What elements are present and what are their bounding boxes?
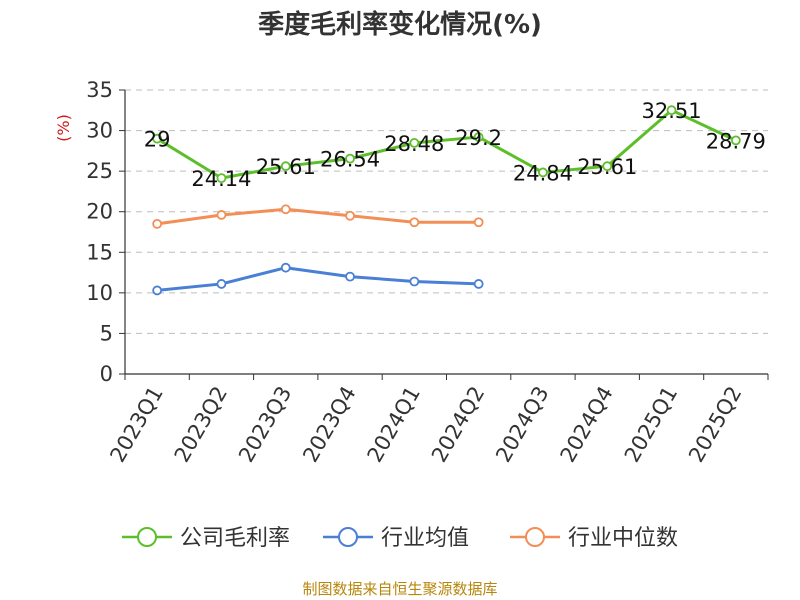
x-tick-label: 2025Q2 — [684, 382, 746, 466]
data-point[interactable] — [345, 210, 355, 221]
data-label: 25.61 — [577, 155, 637, 179]
data-point[interactable] — [602, 161, 613, 172]
data-label: 29.2 — [455, 126, 502, 150]
y-tick-label: 5 — [100, 321, 113, 345]
y-axis-label: (%) — [54, 114, 73, 142]
data-label: 29 — [144, 128, 171, 152]
data-point[interactable] — [152, 218, 163, 229]
legend-item-label[interactable]: 行业均值 — [381, 526, 469, 551]
data-label: 28.79 — [706, 129, 766, 153]
data-label: 28.48 — [384, 132, 444, 156]
y-tick-label: 0 — [100, 362, 113, 386]
legend-item-label[interactable]: 公司毛利率 — [180, 526, 290, 551]
x-tick-label: 2023Q1 — [105, 382, 167, 466]
data-point[interactable] — [409, 217, 420, 228]
x-tick-label: 2024Q3 — [491, 382, 553, 466]
data-point[interactable] — [409, 276, 420, 287]
y-tick-label: 30 — [86, 119, 113, 143]
data-point[interactable] — [280, 161, 291, 172]
y-tick-label: 25 — [86, 159, 113, 183]
data-point[interactable] — [538, 167, 548, 178]
legend-marker[interactable] — [525, 527, 545, 547]
y-tick-label: 20 — [86, 200, 113, 224]
data-point[interactable] — [345, 271, 355, 282]
x-tick-label: 2024Q2 — [427, 382, 489, 466]
data-label: 26.54 — [320, 148, 380, 172]
data-point[interactable] — [152, 133, 163, 144]
data-point[interactable] — [280, 204, 291, 215]
x-tick-label: 2025Q1 — [620, 382, 682, 466]
data-point[interactable] — [345, 153, 355, 164]
data-point[interactable] — [216, 210, 227, 220]
data-point[interactable] — [730, 135, 741, 146]
source-note: 制图数据来自恒生聚源数据库 — [302, 580, 497, 598]
data-point[interactable] — [409, 138, 420, 148]
y-tick-label: 35 — [86, 78, 113, 102]
data-label: 25.61 — [256, 155, 316, 179]
data-point[interactable] — [473, 217, 484, 228]
data-point[interactable] — [216, 279, 227, 289]
data-point[interactable] — [473, 279, 484, 289]
data-label: 32.51 — [641, 99, 701, 123]
data-label: 24.14 — [191, 167, 251, 191]
data-label: 24.84 — [513, 161, 573, 185]
data-point[interactable] — [216, 173, 227, 184]
legend-marker[interactable] — [137, 527, 157, 547]
legend-item-label[interactable]: 行业中位数 — [568, 526, 678, 551]
data-point[interactable] — [280, 262, 291, 273]
data-point[interactable] — [152, 285, 163, 296]
x-tick-label: 2023Q2 — [170, 382, 232, 466]
chart-title: 季度毛利率变化情况(%) — [258, 9, 542, 40]
data-point[interactable] — [473, 132, 484, 142]
grid — [125, 89, 768, 334]
x-tick-label: 2024Q1 — [363, 382, 425, 466]
legend: 公司毛利率 行业均值 行业中位数 — [122, 526, 678, 551]
series — [152, 105, 741, 296]
series-line-1 — [156, 266, 479, 292]
series-line-0 — [156, 108, 737, 180]
y-tick-label: 15 — [86, 240, 113, 264]
legend-marker[interactable] — [338, 527, 358, 547]
data-point[interactable] — [666, 105, 677, 116]
x-tick-label: 2023Q4 — [298, 382, 360, 466]
x-tick-label: 2024Q4 — [555, 382, 617, 466]
y-tick-label: 10 — [86, 281, 113, 305]
series-line-2 — [156, 207, 479, 226]
x-tick-label: 2023Q3 — [234, 382, 296, 466]
